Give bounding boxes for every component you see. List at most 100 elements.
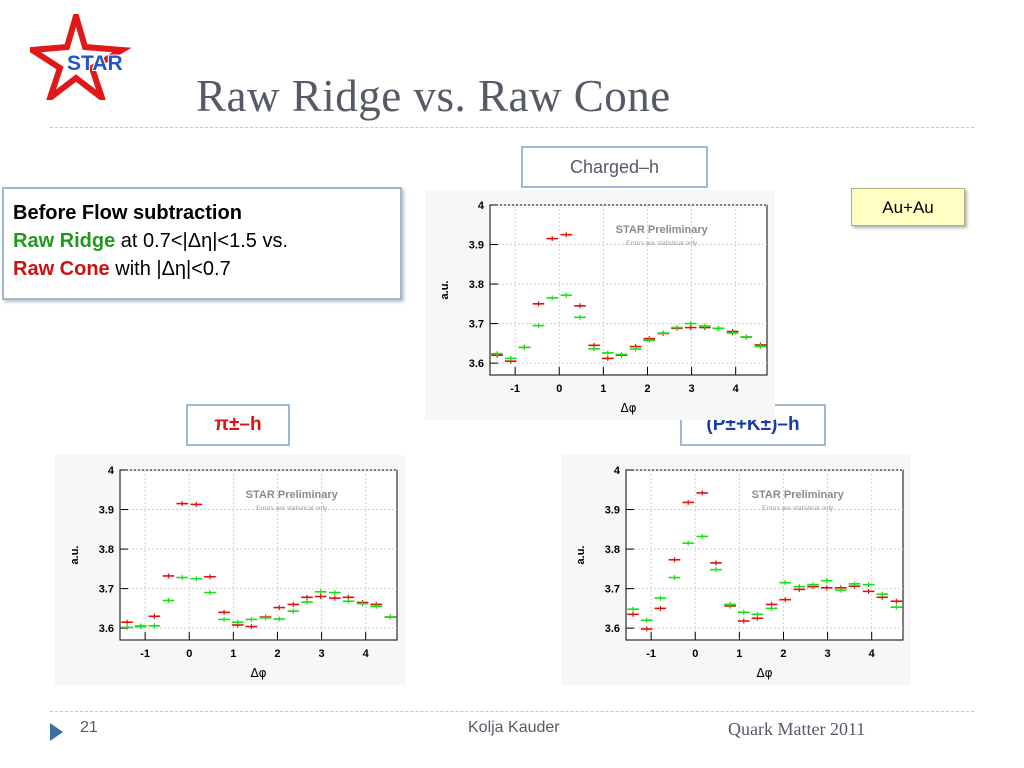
ridge-point — [862, 588, 875, 594]
plot-frame — [119, 469, 398, 641]
info-box: Before Flow subtraction Raw Ridge at 0.7… — [2, 187, 402, 300]
cone-point — [176, 575, 189, 581]
slide-title: Raw Ridge vs. Raw Cone — [196, 71, 671, 121]
ridge-point — [121, 619, 133, 625]
cone-point — [190, 576, 203, 582]
x-tick-label: 4 — [363, 648, 370, 660]
x-tick-label: 1 — [600, 383, 606, 395]
cone-point — [807, 582, 819, 588]
ridge-point — [627, 611, 639, 617]
cone-point — [876, 591, 889, 597]
preliminary-label: STAR Preliminary — [752, 489, 845, 501]
ridge-point — [737, 618, 750, 624]
y-tick-label: 3.8 — [99, 544, 114, 556]
ridge-point — [287, 601, 300, 607]
info-line-1: Before Flow subtraction — [13, 202, 242, 224]
x-tick-label: 2 — [644, 383, 650, 395]
ridge-point — [273, 605, 286, 611]
preliminary-label: STAR Preliminary — [246, 489, 339, 501]
x-tick-label: -1 — [646, 648, 656, 660]
chart-charged-h-svg: -1 0 1 2 3 4 3.6 3.7 3.8 3.9 4 Δφ a.u. STAR Prelimina… — [425, 190, 775, 420]
chart-pion-h-svg: -1 0 1 2 3 4 3.6 3.7 3.8 3.9 4 Δφ a.u. STAR Prelimina… — [55, 455, 405, 685]
ridge-point — [668, 557, 681, 563]
y-tick-label: 3.7 — [469, 319, 484, 331]
cone-series — [491, 292, 767, 361]
cone-point — [740, 334, 753, 340]
cone-point — [779, 580, 792, 586]
y-tick-label: 3.8 — [469, 279, 484, 291]
cone-point — [668, 575, 681, 581]
page-number: 21 — [80, 719, 98, 736]
errors-note: Errors are statistical only — [256, 505, 328, 512]
ridge-series — [627, 490, 903, 632]
cone-point — [574, 314, 586, 320]
ridge-point — [162, 573, 175, 579]
cone-series — [121, 575, 397, 630]
cone-series — [627, 533, 903, 623]
ridge-point — [328, 595, 341, 601]
footer-author: Kolja Kauder — [468, 719, 560, 736]
x-tick-label: -1 — [510, 383, 520, 395]
cone-point — [342, 598, 355, 604]
x-axis-label: Δφ — [756, 666, 772, 680]
ridge-point — [314, 594, 327, 600]
y-axis-label: a.u. — [69, 546, 81, 565]
ridge-range: at 0.7<|Δη|<1.5 vs. — [115, 230, 288, 252]
cone-point — [356, 601, 369, 607]
cone-point — [682, 540, 695, 546]
ridge-point — [560, 232, 573, 238]
x-tick-label: 2 — [780, 648, 786, 660]
cone-point — [259, 615, 272, 621]
cone-point — [862, 582, 875, 588]
cone-point — [134, 624, 147, 630]
y-tick-label: 3.7 — [605, 584, 620, 596]
cone-point — [273, 616, 286, 622]
cone-point — [640, 617, 653, 623]
cone-point — [204, 590, 216, 596]
cone-point — [765, 605, 778, 611]
y-tick-label: 4 — [108, 465, 115, 477]
cone-point — [560, 292, 573, 298]
ridge-point — [696, 490, 709, 496]
cone-point — [314, 589, 327, 595]
info-line-3: Raw Cone with |Δη|<0.7 — [13, 255, 400, 283]
ridge-point — [574, 303, 586, 309]
x-tick-label: 3 — [825, 648, 831, 660]
preliminary-label: STAR Preliminary — [616, 224, 709, 236]
y-tick-label: 3.9 — [99, 505, 114, 517]
ridge-point — [176, 501, 189, 507]
cone-point — [848, 581, 861, 587]
cone-point — [370, 603, 383, 609]
y-axis-label: a.u. — [439, 281, 451, 300]
y-tick-label: 3.6 — [469, 358, 484, 370]
logo-text: STAR — [67, 52, 123, 75]
y-tick-label: 3.6 — [99, 623, 114, 635]
cone-point — [710, 567, 722, 573]
ridge-point — [654, 605, 667, 611]
cone-point — [328, 590, 341, 596]
x-tick-label: 0 — [692, 648, 698, 660]
cone-point — [162, 597, 175, 603]
cone-label: Raw Cone — [13, 258, 110, 280]
chart-charged-h: -1 0 1 2 3 4 3.6 3.7 3.8 3.9 4 Δφ a.u. STAR Prelimina… — [425, 190, 775, 420]
cone-point — [834, 587, 847, 593]
cone-point — [627, 606, 639, 612]
x-tick-label: 0 — [556, 383, 562, 395]
x-tick-label: 3 — [319, 648, 325, 660]
cone-range: with |Δη|<0.7 — [109, 258, 231, 280]
cone-point — [532, 323, 545, 329]
header-divider — [50, 127, 974, 128]
cone-point — [629, 346, 642, 352]
plot-frame — [489, 204, 768, 376]
cone-point — [737, 609, 750, 615]
cone-point — [724, 601, 736, 607]
collision-badge: Au+Au — [851, 188, 965, 226]
panel-label-pion: π±–h — [186, 404, 290, 446]
x-axis-label: Δφ — [620, 401, 636, 415]
cone-point — [754, 344, 767, 350]
ridge-point — [890, 598, 903, 604]
y-tick-label: 3.7 — [99, 584, 114, 596]
y-tick-label: 4 — [478, 200, 485, 212]
errors-note: Errors are statistical only — [762, 505, 834, 512]
ridge-point — [190, 501, 203, 507]
